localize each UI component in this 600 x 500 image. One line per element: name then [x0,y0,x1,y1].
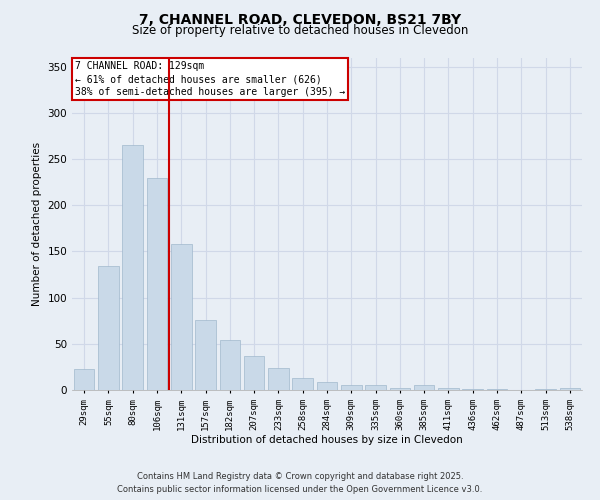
Bar [463,389,483,390]
Bar [341,386,362,390]
X-axis label: Distribution of detached houses by size in Clevedon: Distribution of detached houses by size … [191,436,463,446]
Bar [560,388,580,390]
Bar [317,382,337,390]
Text: 7, CHANNEL ROAD, CLEVEDON, BS21 7BY: 7, CHANNEL ROAD, CLEVEDON, BS21 7BY [139,12,461,26]
Bar [535,389,556,390]
Bar [74,369,94,390]
Bar [292,378,313,390]
Bar [414,386,434,390]
Bar [98,266,119,390]
Bar [244,356,265,390]
Bar [146,178,167,390]
Bar [220,340,240,390]
Bar [268,368,289,390]
Y-axis label: Number of detached properties: Number of detached properties [32,142,42,306]
Text: Size of property relative to detached houses in Clevedon: Size of property relative to detached ho… [132,24,468,37]
Text: 7 CHANNEL ROAD: 129sqm
← 61% of detached houses are smaller (626)
38% of semi-de: 7 CHANNEL ROAD: 129sqm ← 61% of detached… [74,61,345,97]
Bar [487,389,508,390]
Bar [365,386,386,390]
Bar [438,388,459,390]
Text: Contains HM Land Registry data © Crown copyright and database right 2025.
Contai: Contains HM Land Registry data © Crown c… [118,472,482,494]
Bar [389,388,410,390]
Bar [195,320,216,390]
Bar [171,244,191,390]
Bar [122,145,143,390]
